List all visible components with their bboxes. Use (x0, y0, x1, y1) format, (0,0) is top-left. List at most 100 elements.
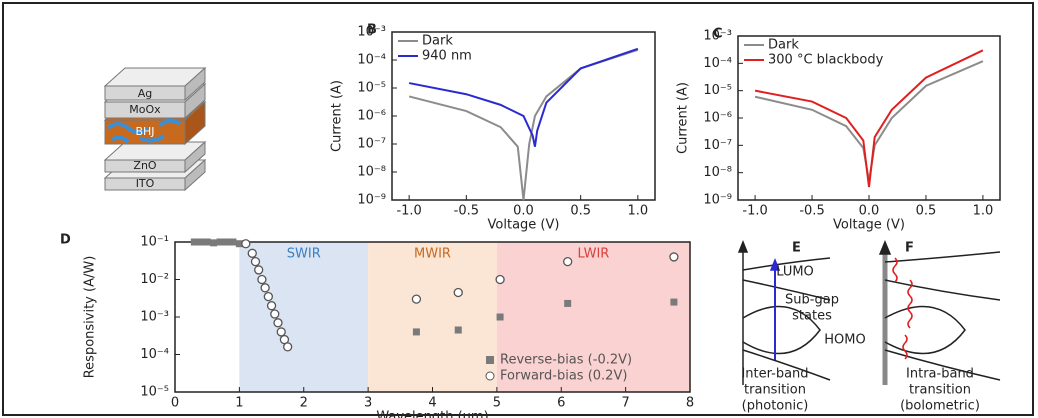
legend-swatch (485, 371, 495, 381)
level-label: states (792, 309, 832, 324)
line (408, 48, 639, 201)
layer-label: ZnO (133, 159, 157, 172)
marker (496, 313, 504, 321)
legend-label: Forward-bias (0.2V) (500, 369, 627, 384)
y-tick-label: 10⁻⁶ (703, 111, 732, 126)
x-tick-label: 4 (428, 396, 436, 411)
region (496, 242, 690, 392)
y-tick-label: 10⁻³ (140, 310, 169, 325)
panel-letter: E (792, 241, 801, 256)
x-tick-label: 0.5 (916, 204, 937, 219)
marker (235, 240, 243, 248)
x-axis-label: Voltage (V) (488, 218, 560, 233)
x-tick-label: 0.0 (859, 204, 880, 219)
y-tick-label: 10⁻⁹ (703, 193, 732, 208)
y-tick-label: 10⁻⁹ (357, 193, 386, 208)
marker (273, 318, 283, 328)
panel-letter: D (60, 233, 71, 248)
legend-label: 300 °C blackbody (768, 53, 884, 68)
line (408, 47, 639, 147)
x-tick-label: -0.5 (799, 204, 824, 219)
x-tick-label: 5 (493, 396, 501, 411)
x-tick-label: -0.5 (454, 204, 479, 219)
marker (564, 299, 572, 307)
legend-label: Dark (768, 38, 799, 53)
region-label: LWIR (578, 247, 610, 262)
line (754, 49, 984, 188)
level-label: Sub-gap (785, 293, 839, 308)
y-tick-label: 10⁻⁸ (703, 165, 732, 180)
x-tick-label: 1 (235, 396, 243, 411)
marker (669, 252, 679, 262)
marker (257, 274, 267, 285)
legend-label: Dark (422, 34, 453, 49)
y-tick-label: 10⁻⁵ (703, 83, 732, 98)
device-stack (103, 66, 207, 192)
x-tick-label: -1.0 (742, 204, 767, 219)
marker (210, 239, 218, 247)
marker (563, 256, 573, 267)
legend-label: 940 nm (422, 49, 472, 64)
marker (266, 301, 277, 311)
caption: Inter-band (741, 367, 808, 382)
marker (254, 265, 264, 275)
marker (411, 294, 422, 304)
marker (223, 238, 230, 246)
x-axis-label: Wavelength (µm) (376, 410, 488, 418)
y-tick-label: 10⁻¹ (140, 235, 169, 250)
marker (190, 238, 198, 246)
legend-label: Reverse-bias (-0.2V) (500, 353, 632, 368)
y-tick-label: 10⁻⁴ (703, 56, 732, 71)
x-axis-label: Voltage (V) (833, 218, 905, 233)
y-axis-label: Current (A) (330, 80, 345, 152)
x-tick-label: 7 (621, 396, 629, 411)
x-tick-label: 3 (364, 396, 372, 411)
region-label: MWIR (414, 247, 451, 262)
y-tick-label: 10⁻⁷ (357, 137, 386, 152)
y-tick-label: 10⁻² (140, 272, 169, 287)
x-tick-label: 6 (557, 396, 565, 411)
y-tick-label: 10⁻⁵ (357, 81, 386, 96)
y-tick-label: 10⁻⁴ (357, 53, 386, 68)
panel-letter: F (905, 241, 914, 256)
marker (229, 238, 237, 246)
marker (203, 238, 211, 246)
marker (216, 238, 224, 246)
panel-letter: B (367, 23, 377, 38)
panel-letter: C (713, 27, 723, 42)
marker (263, 291, 273, 302)
region (368, 242, 497, 392)
marker (260, 283, 270, 293)
marker (453, 287, 463, 298)
marker (250, 256, 261, 267)
y-tick-label: 10⁻³ (703, 29, 732, 44)
x-tick-label: 0.5 (570, 204, 591, 219)
marker (276, 327, 286, 337)
marker (454, 326, 462, 334)
marker (670, 298, 678, 306)
x-tick-label: 1.0 (628, 204, 649, 219)
marker (270, 309, 280, 319)
layer-label: MoOx (129, 103, 161, 116)
x-tick-label: 8 (686, 396, 694, 411)
y-axis-label: Current (A) (676, 82, 691, 154)
caption: transition (744, 383, 806, 398)
caption: transition (909, 383, 971, 398)
y-tick-label: 10⁻⁴ (140, 347, 169, 362)
level-label: LUMO (776, 265, 814, 280)
caption: Intra-band (906, 367, 974, 382)
caption: (bolometric) (900, 399, 980, 414)
y-tick-label: 10⁻⁶ (357, 109, 386, 124)
layer-label: ITO (136, 177, 155, 190)
y-tick-label: 10⁻³ (357, 25, 386, 40)
x-tick-label: 2 (300, 396, 308, 411)
marker (412, 328, 420, 336)
y-tick-label: 10⁻⁸ (357, 165, 386, 180)
energy-diagram (737, 239, 1001, 385)
marker (283, 342, 293, 352)
y-tick-label: 10⁻⁵ (140, 385, 169, 400)
legend-swatch (486, 356, 494, 364)
region-label: SWIR (287, 247, 321, 262)
level-label: HOMO (824, 333, 865, 348)
